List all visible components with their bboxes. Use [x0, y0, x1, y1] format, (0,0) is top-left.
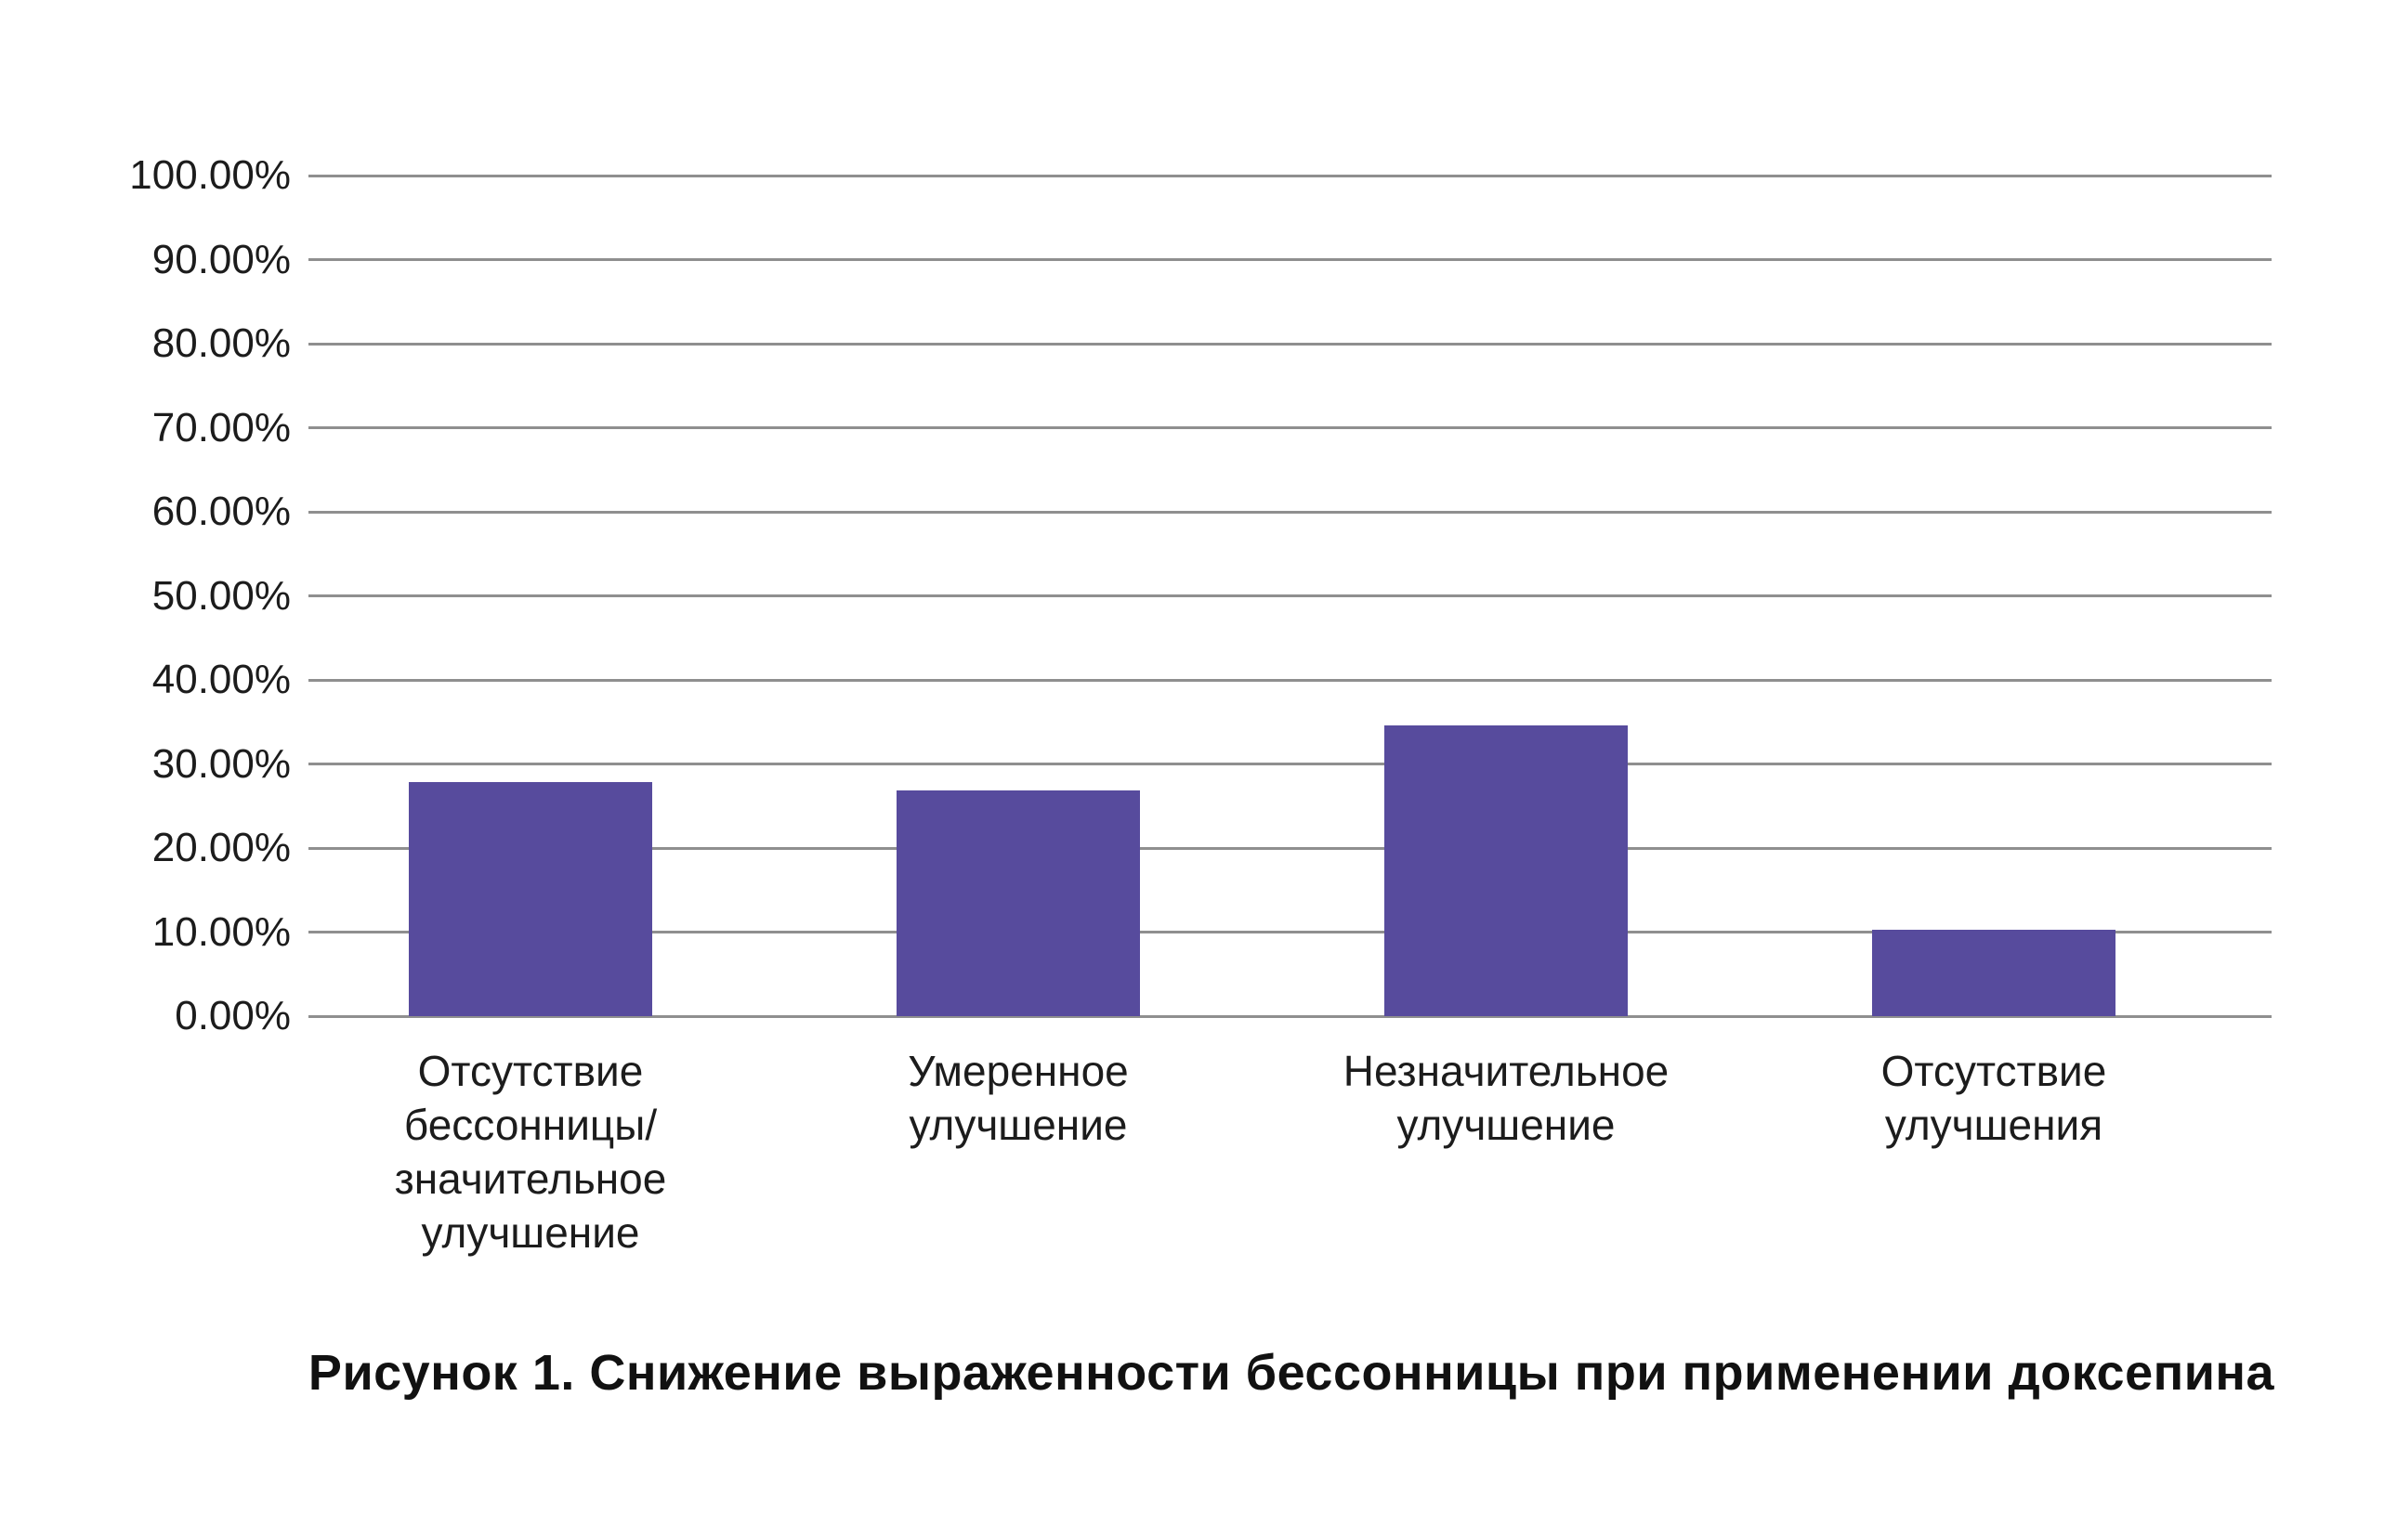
gridline-0 — [308, 1014, 2272, 1018]
gridline-50 — [308, 594, 2272, 597]
y-tick-label: 70.00% — [151, 404, 291, 450]
plot-area — [308, 174, 2272, 1018]
figure-caption: Рисунок 1. Снижение выраженности бессонн… — [308, 1345, 2275, 1401]
y-tick-label: 30.00% — [151, 740, 291, 787]
bar-4 — [1872, 929, 2115, 1016]
x-tick-label-line: улучшения — [1884, 1101, 2103, 1149]
bar-3 — [1384, 724, 1628, 1016]
gridline-40 — [308, 678, 2272, 682]
y-tick-label: 40.00% — [151, 657, 291, 702]
x-tick-label: Отсутствие бессонницы/значительное улучшен… — [287, 1044, 774, 1259]
y-tick-label: 0.00% — [175, 993, 291, 1038]
x-tick-label-line: Отсутствие — [1880, 1047, 2107, 1095]
x-tick-label-line: значительное — [394, 1155, 667, 1203]
gridline-80 — [308, 342, 2272, 346]
bar-2 — [897, 790, 1140, 1016]
gridline-60 — [308, 510, 2272, 514]
x-tick-label: Незначительное улучшение — [1263, 1044, 1749, 1152]
y-tick-label: 50.00% — [151, 572, 291, 619]
gridline-90 — [308, 258, 2272, 261]
y-tick-label: 60.00% — [151, 489, 291, 534]
x-tick-label-line: бессонницы/ — [403, 1101, 658, 1149]
x-tick-label-line: Незначительное — [1343, 1047, 1670, 1095]
x-tick-label-line: улучшение — [1396, 1101, 1616, 1149]
gridline-70 — [308, 426, 2272, 429]
x-tick-label-line: улучшение — [421, 1208, 640, 1257]
y-tick-label: 20.00% — [151, 825, 291, 870]
y-tick-label: 90.00% — [151, 236, 291, 282]
gridline-30 — [308, 763, 2272, 765]
gridline-20 — [308, 846, 2272, 850]
x-tick-label-line: Отсутствие — [417, 1047, 644, 1095]
gridline-100 — [308, 174, 2272, 177]
x-tick-label-line: улучшение — [909, 1101, 1128, 1149]
x-tick-label: Умеренное улучшение — [775, 1044, 1262, 1152]
x-tick-label-line: Умеренное — [908, 1047, 1129, 1095]
y-tick-label: 100.00% — [129, 152, 291, 198]
y-tick-label: 10.00% — [151, 908, 291, 955]
x-tick-label: Отсутствие улучшения — [1750, 1044, 2237, 1152]
bar-1 — [409, 782, 652, 1016]
gridline-10 — [308, 931, 2272, 933]
y-tick-label: 80.00% — [151, 320, 291, 366]
